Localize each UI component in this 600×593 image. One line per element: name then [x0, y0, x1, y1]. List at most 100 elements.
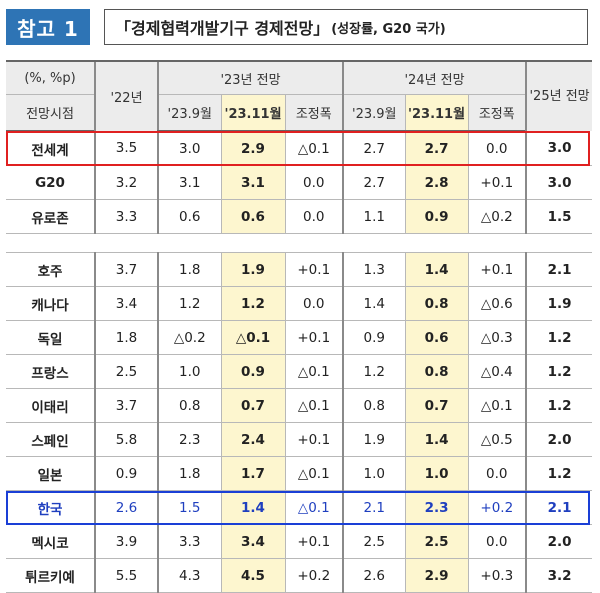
unit-label-cell: (%, %p) — [6, 60, 95, 95]
value-cell-y24-sep: 0.9 — [342, 320, 406, 355]
table-row: 튀르키예 5.5 4.3 4.5 +0.2 2.6 2.9 +0.3 3.2 — [6, 558, 593, 593]
value-cell-y23-sep: 1.8 — [157, 456, 221, 491]
value-cell-y24-sep: 1.1 — [342, 199, 406, 234]
growth-forecast-table: (%, %p) '22년 '23년 전망 '24년 전망 '25년 전망 전망시… — [6, 60, 593, 593]
value-cell-y25: 2.0 — [525, 422, 593, 457]
section-gap-row — [6, 233, 593, 253]
unit-label: (%, %p) — [24, 70, 76, 86]
value-cell-y23-sep: 3.0 — [157, 131, 221, 166]
value-cell-y24-adj: △0.6 — [467, 286, 527, 321]
value-cell-y23-nov: △0.1 — [220, 320, 285, 355]
value-cell-y25: 2.1 — [525, 490, 593, 525]
gap-cell — [158, 233, 221, 253]
value-cell-y22: 0.9 — [94, 456, 158, 491]
gap-cell — [526, 233, 593, 253]
value-cell-y24-nov: 2.7 — [404, 131, 469, 166]
outlook-label-cell: 전망시점 — [6, 94, 95, 132]
gap-cell — [405, 233, 469, 253]
value-cell-y23-sep: 1.0 — [157, 354, 221, 389]
value-cell-y24-sep: 1.9 — [342, 422, 406, 457]
sub-header-24-sep: '23.9월 — [342, 94, 406, 132]
group-2023-label: '23년 전망 — [220, 72, 281, 88]
value-cell-y23-sep: 3.1 — [157, 165, 221, 200]
col-header-2025: '25년 전망 — [525, 60, 593, 131]
value-cell-y24-sep: 1.0 — [342, 456, 406, 491]
value-cell-y24-sep: 2.5 — [342, 524, 406, 559]
value-cell-y23-adj: 0.0 — [284, 199, 344, 234]
value-cell-y23-nov: 1.4 — [220, 490, 285, 525]
value-cell-y25: 1.9 — [525, 286, 593, 321]
value-cell-y23-nov: 2.4 — [220, 422, 285, 457]
value-cell-y23-nov: 3.1 — [220, 165, 285, 200]
sub-23-sep-label: '23.9월 — [167, 107, 212, 122]
value-cell-y23-sep: 0.6 — [157, 199, 221, 234]
title-box: 「경제협력개발기구 경제전망」 (성장률, G20 국가) — [104, 9, 588, 45]
col-header-2022: '22년 — [94, 60, 158, 131]
country-cell: 호주 — [6, 252, 95, 287]
value-cell-y24-nov: 1.4 — [404, 422, 469, 457]
value-cell-y24-adj: △0.2 — [467, 199, 527, 234]
group-header-2024: '24년 전망 — [342, 60, 527, 95]
country-cell: 일본 — [6, 456, 95, 491]
value-cell-y24-sep: 2.6 — [342, 558, 406, 593]
value-cell-y24-adj: +0.2 — [467, 490, 527, 525]
value-cell-y22: 2.6 — [94, 490, 158, 525]
value-cell-y24-sep: 2.7 — [342, 131, 406, 166]
value-cell-y24-adj: +0.1 — [467, 252, 527, 287]
gap-cell — [468, 233, 527, 253]
value-cell-y24-sep: 0.8 — [342, 388, 406, 423]
sub-24-nov-label: '23.11월 — [408, 107, 466, 122]
value-cell-y23-sep: 4.3 — [157, 558, 221, 593]
value-cell-y24-nov: 0.9 — [404, 199, 469, 234]
value-cell-y22: 2.5 — [94, 354, 158, 389]
value-cell-y23-adj: +0.1 — [284, 320, 344, 355]
value-cell-y22: 3.7 — [94, 388, 158, 423]
value-cell-y24-nov: 2.9 — [404, 558, 469, 593]
table-row: 한국 2.6 1.5 1.4 △0.1 2.1 2.3 +0.2 2.1 — [6, 490, 593, 525]
value-cell-y24-adj: △0.3 — [467, 320, 527, 355]
value-cell-y23-sep: 2.3 — [157, 422, 221, 457]
country-cell: 멕시코 — [6, 524, 95, 559]
value-cell-y25: 3.0 — [525, 131, 593, 166]
value-cell-y23-nov: 1.7 — [220, 456, 285, 491]
country-cell: 캐나다 — [6, 286, 95, 321]
country-cell: 유로존 — [6, 199, 95, 234]
country-cell: 이태리 — [6, 388, 95, 423]
value-cell-y22: 3.3 — [94, 199, 158, 234]
country-cell: 스페인 — [6, 422, 95, 457]
country-cell: G20 — [6, 165, 95, 200]
value-cell-y23-nov: 1.2 — [220, 286, 285, 321]
value-cell-y23-sep: 1.5 — [157, 490, 221, 525]
value-cell-y23-nov: 0.9 — [220, 354, 285, 389]
value-cell-y22: 3.9 — [94, 524, 158, 559]
value-cell-y22: 3.2 — [94, 165, 158, 200]
value-cell-y24-nov: 0.8 — [404, 354, 469, 389]
value-cell-y24-adj: +0.3 — [467, 558, 527, 593]
value-cell-y25: 3.0 — [525, 165, 593, 200]
value-cell-y24-adj: 0.0 — [467, 524, 527, 559]
sub-header-24-nov: '23.11월 — [404, 94, 469, 132]
value-cell-y25: 1.2 — [525, 456, 593, 491]
value-cell-y24-nov: 2.3 — [404, 490, 469, 525]
value-cell-y24-nov: 0.7 — [404, 388, 469, 423]
gap-cell — [285, 233, 344, 253]
country-cell: 프랑스 — [6, 354, 95, 389]
value-cell-y23-sep: 3.3 — [157, 524, 221, 559]
value-cell-y23-nov: 4.5 — [220, 558, 285, 593]
value-cell-y23-adj: +0.1 — [284, 524, 344, 559]
country-cell: 독일 — [6, 320, 95, 355]
value-cell-y23-nov: 2.9 — [220, 131, 285, 166]
value-cell-y25: 2.0 — [525, 524, 593, 559]
table-row: 캐나다 3.4 1.2 1.2 0.0 1.4 0.8 △0.6 1.9 — [6, 286, 593, 321]
group-header-2023: '23년 전망 — [156, 60, 344, 95]
value-cell-y23-adj: +0.1 — [284, 252, 344, 287]
col-2025-label: '25년 전망 — [529, 88, 590, 104]
table-row: 프랑스 2.5 1.0 0.9 △0.1 1.2 0.8 △0.4 1.2 — [6, 354, 593, 389]
value-cell-y23-adj: +0.1 — [284, 422, 344, 457]
country-cell: 한국 — [6, 490, 95, 525]
value-cell-y23-sep: 0.8 — [157, 388, 221, 423]
value-cell-y24-nov: 0.8 — [404, 286, 469, 321]
table-row: 이태리 3.7 0.8 0.7 △0.1 0.8 0.7 △0.1 1.2 — [6, 388, 593, 423]
value-cell-y24-nov: 2.5 — [404, 524, 469, 559]
value-cell-y23-nov: 0.6 — [220, 199, 285, 234]
